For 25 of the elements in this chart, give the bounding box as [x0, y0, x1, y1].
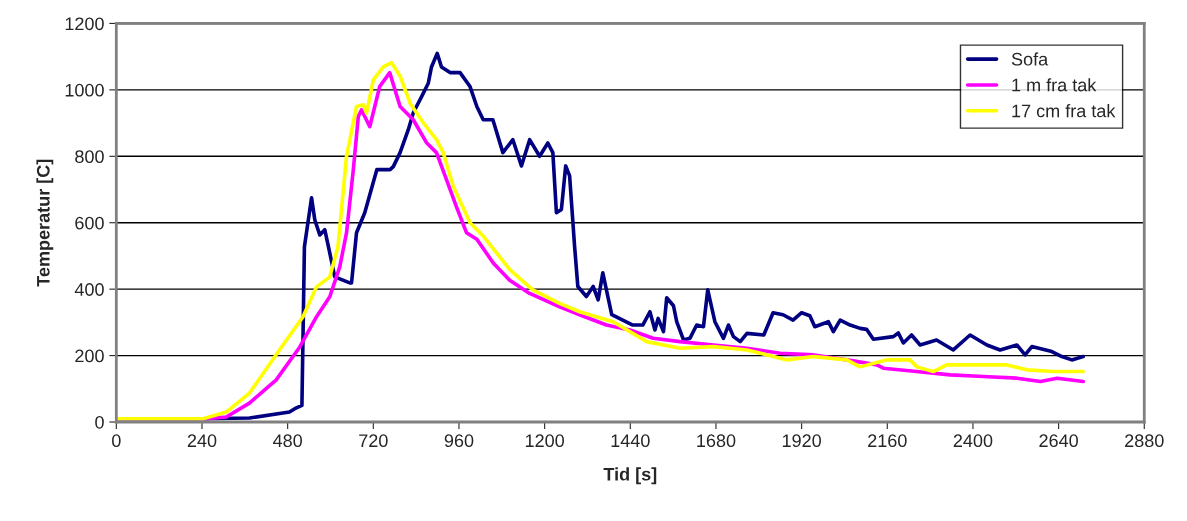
x-tick-label: 2880	[1125, 434, 1164, 448]
x-tick-label: 0	[112, 434, 121, 448]
x-tick-label: 2400	[953, 434, 993, 448]
y-tick-label: 400	[74, 283, 104, 296]
y-tick-label: 0	[95, 415, 104, 429]
x-tick-label: 1440	[611, 434, 650, 448]
y-axis-title: Temperatur [C]	[36, 159, 54, 287]
legend-label: 17 cm fra tak	[1012, 104, 1116, 118]
y-tick-label: 800	[75, 150, 104, 164]
y-tick-label: 600	[75, 216, 104, 230]
x-tick-label: 720	[359, 434, 388, 448]
y-tick-label: 1000	[65, 83, 104, 97]
y-tick-label: 200	[75, 349, 104, 363]
x-tick-label: 1200	[525, 434, 565, 448]
x-axis-title: Tid [s]	[603, 467, 657, 485]
y-tick-label: 1200	[65, 17, 104, 31]
legend-label: Sofa	[1011, 52, 1049, 66]
x-tick-label: 240	[187, 434, 217, 448]
x-tick-label: 2640	[1039, 434, 1078, 448]
x-tick-label: 960	[444, 434, 474, 448]
x-tick-label: 480	[273, 434, 303, 448]
legend-label: 1 m fra tak	[1012, 78, 1097, 92]
x-tick-label: 1920	[782, 434, 821, 448]
x-tick-label: 2160	[868, 434, 907, 448]
x-tick-label: 1680	[697, 434, 736, 448]
